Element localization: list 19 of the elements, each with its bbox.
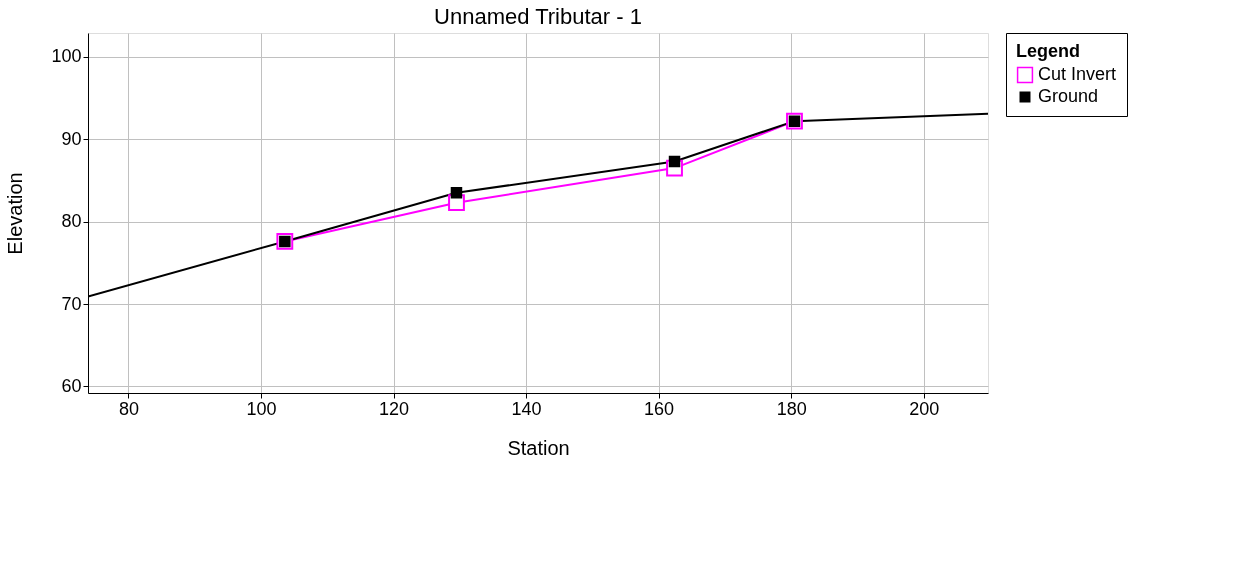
legend-title: Legend xyxy=(1016,41,1081,61)
x-tick-label: 200 xyxy=(909,398,940,419)
y-tick-label: 80 xyxy=(61,211,82,232)
y-tick-label: 90 xyxy=(61,128,82,149)
x-tick-label: 80 xyxy=(118,398,139,419)
legend-label: Ground xyxy=(1038,86,1099,106)
x-axis-title: Station xyxy=(507,436,570,459)
x-tick-label: 180 xyxy=(776,398,807,419)
y-tick-label: 100 xyxy=(51,46,82,67)
x-tick-label: 120 xyxy=(379,398,410,419)
y-tick-label: 60 xyxy=(61,375,82,396)
y-axis-title: Elevation xyxy=(4,172,27,255)
x-tick-label: 140 xyxy=(511,398,542,419)
chart-title: Unnamed Tributar - 1 xyxy=(434,3,642,29)
point xyxy=(450,187,463,199)
y-tick-label: 70 xyxy=(61,293,82,314)
legend-label: Cut Invert xyxy=(1038,64,1117,84)
x-tick-label: 160 xyxy=(644,398,675,419)
x-tick-label: 100 xyxy=(246,398,277,419)
